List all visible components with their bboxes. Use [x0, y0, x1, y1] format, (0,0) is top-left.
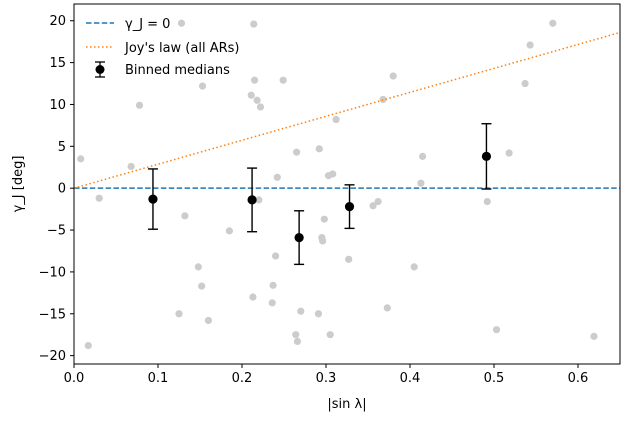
- scatter-point: [84, 341, 92, 350]
- scatter-point: [95, 194, 103, 202]
- scatter-point: [379, 95, 387, 104]
- scatter-point: [483, 197, 491, 206]
- median-point: [481, 151, 492, 161]
- joys-law-line: [73, 31, 621, 189]
- scatter-point: [383, 304, 391, 312]
- y-axis-label: γ_J [deg]: [11, 156, 26, 213]
- scatter-point: [204, 316, 212, 325]
- scatter-point: [521, 79, 529, 88]
- median-point: [294, 232, 304, 243]
- scatter-point: [198, 82, 207, 90]
- scatter-point: [320, 215, 328, 223]
- median-point: [148, 194, 158, 204]
- scatter-point: [292, 331, 300, 339]
- scatter-point: [272, 252, 280, 260]
- legend-medians-swatch: [95, 61, 105, 78]
- scatter-point: [251, 76, 259, 84]
- scatter-point: [319, 237, 327, 245]
- scatter-point: [253, 96, 261, 104]
- scatter-point: [181, 212, 189, 220]
- scatter-point: [419, 152, 427, 160]
- scatter-point: [225, 227, 233, 235]
- y-axis-ticks: −20 −15 −10 −5 0 5 10 15 20: [39, 14, 74, 364]
- scatter-point: [410, 263, 418, 271]
- y-tick-label: −10: [39, 265, 66, 280]
- scatter-point: [247, 91, 255, 99]
- scatter-point: [255, 196, 263, 204]
- scatter-layer: [77, 19, 598, 350]
- legend-zero-line-label: γ_J = 0: [125, 17, 170, 32]
- median-point: [247, 195, 257, 205]
- scatter-point: [329, 170, 337, 178]
- y-tick-label: 5: [58, 140, 66, 155]
- x-tick-label: 0.5: [484, 371, 505, 386]
- x-tick-label: 0.3: [316, 371, 337, 386]
- y-tick-label: 10: [49, 98, 66, 113]
- scatter-point: [297, 307, 305, 315]
- x-tick-label: 0.6: [568, 371, 589, 386]
- scatter-point: [249, 293, 257, 301]
- scatter-point: [314, 310, 323, 318]
- scatter-point: [250, 20, 258, 28]
- scatter-point: [269, 281, 277, 289]
- scatter-point: [177, 19, 186, 27]
- y-tick-label: 0: [58, 182, 66, 197]
- x-tick-label: 0.4: [400, 371, 421, 386]
- y-tick-label: 15: [49, 56, 66, 71]
- scatter-point: [505, 149, 513, 157]
- scatter-point: [77, 155, 85, 163]
- scatter-point: [417, 179, 425, 187]
- scatter-point: [374, 197, 382, 206]
- scatter-point: [549, 19, 557, 27]
- scatter-point: [135, 101, 144, 109]
- scatter-point: [293, 337, 302, 345]
- scatter-point: [198, 282, 206, 290]
- y-tick-label: −20: [39, 349, 66, 364]
- y-tick-label: 20: [49, 14, 66, 29]
- scatter-point: [127, 162, 135, 171]
- scatter-point: [492, 326, 501, 334]
- y-tick-label: −5: [47, 224, 66, 239]
- scatter-point: [256, 103, 265, 111]
- scatter-point: [273, 173, 281, 181]
- scatter-point: [332, 115, 340, 124]
- x-tick-label: 0.0: [64, 371, 85, 386]
- scatter-point: [369, 202, 377, 210]
- scatter-point: [175, 310, 183, 318]
- legend: γ_J = 0 Joy's law (all ARs) Binned media…: [86, 17, 239, 78]
- errorbar-layer: [147, 123, 492, 266]
- x-tick-label: 0.1: [148, 371, 169, 386]
- x-axis-ticks: 0.0 0.1 0.2 0.3 0.4 0.5 0.6: [64, 364, 589, 386]
- scatter-point: [194, 263, 202, 271]
- scatter-point: [293, 148, 301, 156]
- legend-medians-label: Binned medians: [125, 63, 230, 78]
- legend-joys-law-label: Joy's law (all ARs): [124, 41, 239, 56]
- scatter-point: [389, 72, 397, 80]
- scatter-point: [279, 76, 287, 84]
- scatter-point: [315, 145, 323, 153]
- lines-layer: [73, 31, 621, 189]
- scatter-point: [345, 255, 353, 263]
- scatter-point: [590, 332, 598, 340]
- plot-frame: [73, 3, 621, 365]
- x-tick-label: 0.2: [232, 371, 253, 386]
- scatter-point: [268, 299, 276, 307]
- scatter-point: [526, 41, 534, 49]
- y-tick-label: −15: [39, 307, 66, 322]
- x-axis-label: |sin λ|: [327, 397, 366, 412]
- scatter-point: [326, 331, 334, 339]
- median-point: [344, 202, 355, 212]
